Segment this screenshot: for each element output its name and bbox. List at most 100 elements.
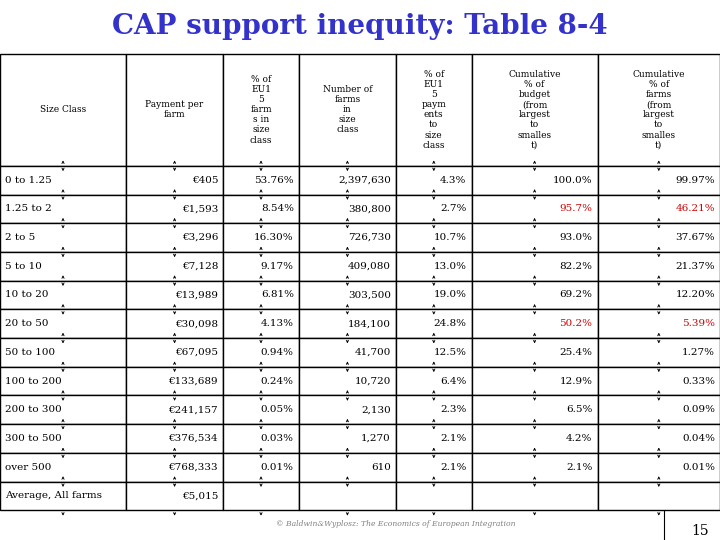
Text: 1.27%: 1.27%: [682, 348, 715, 357]
Bar: [126, 424, 223, 453]
Text: 300 to 500: 300 to 500: [5, 434, 62, 443]
Bar: [396, 252, 472, 281]
Text: 12.9%: 12.9%: [559, 376, 593, 386]
Text: 409,080: 409,080: [348, 262, 391, 271]
Text: 16.30%: 16.30%: [254, 233, 294, 242]
Text: 0.01%: 0.01%: [682, 463, 715, 472]
Text: €7,128: €7,128: [181, 262, 218, 271]
Text: over 500: over 500: [5, 463, 51, 472]
Bar: [126, 281, 223, 309]
Text: 726,730: 726,730: [348, 233, 391, 242]
Bar: [0, 482, 126, 510]
Text: 2,130: 2,130: [361, 406, 391, 414]
Bar: [126, 367, 223, 395]
Bar: [299, 453, 396, 482]
Bar: [0, 424, 126, 453]
Text: 24.8%: 24.8%: [433, 319, 467, 328]
Bar: [223, 194, 299, 223]
Text: 10 to 20: 10 to 20: [5, 291, 48, 300]
Text: % of
EU1
5
paym
ents
to
size
class: % of EU1 5 paym ents to size class: [421, 70, 446, 150]
Text: 2 to 5: 2 to 5: [5, 233, 35, 242]
Bar: [598, 424, 720, 453]
Text: 46.21%: 46.21%: [675, 204, 715, 213]
Text: 8.54%: 8.54%: [261, 204, 294, 213]
Bar: [598, 281, 720, 309]
Text: €405: €405: [192, 176, 218, 185]
Bar: [223, 482, 299, 510]
Text: 610: 610: [371, 463, 391, 472]
Bar: [472, 309, 598, 338]
Bar: [0, 309, 126, 338]
Text: Cumulative
% of
budget
(from
largest
to
smalles
t): Cumulative % of budget (from largest to …: [508, 70, 561, 150]
Text: 380,800: 380,800: [348, 204, 391, 213]
Text: 10.7%: 10.7%: [433, 233, 467, 242]
Bar: [0, 367, 126, 395]
Bar: [396, 166, 472, 194]
Text: 50 to 100: 50 to 100: [5, 348, 55, 357]
Bar: [396, 281, 472, 309]
Text: Cumulative
% of
farms
(from
largest
to
smalles
t): Cumulative % of farms (from largest to s…: [633, 70, 685, 150]
Text: % of
EU1
5
farm
s in
size
class: % of EU1 5 farm s in size class: [250, 75, 272, 145]
Text: 93.0%: 93.0%: [559, 233, 593, 242]
Bar: [472, 223, 598, 252]
Bar: [598, 338, 720, 367]
Bar: [223, 166, 299, 194]
Text: 53.76%: 53.76%: [254, 176, 294, 185]
Bar: [396, 453, 472, 482]
Bar: [126, 54, 223, 166]
Bar: [126, 252, 223, 281]
Text: 6.5%: 6.5%: [566, 406, 593, 414]
Text: 5 to 10: 5 to 10: [5, 262, 42, 271]
Bar: [396, 367, 472, 395]
Bar: [299, 252, 396, 281]
Text: 21.37%: 21.37%: [675, 262, 715, 271]
Bar: [0, 194, 126, 223]
Bar: [598, 395, 720, 424]
Text: Number of
farms
in
size
class: Number of farms in size class: [323, 85, 372, 134]
Bar: [126, 309, 223, 338]
Text: 95.7%: 95.7%: [559, 204, 593, 213]
Bar: [223, 395, 299, 424]
Bar: [598, 367, 720, 395]
Text: €30,098: €30,098: [175, 319, 218, 328]
Text: Average, All farms: Average, All farms: [5, 491, 102, 501]
Text: 13.0%: 13.0%: [433, 262, 467, 271]
Text: €5,015: €5,015: [181, 491, 218, 501]
Bar: [299, 338, 396, 367]
Text: 12.20%: 12.20%: [675, 291, 715, 300]
Bar: [598, 166, 720, 194]
Bar: [472, 166, 598, 194]
Text: €133,689: €133,689: [168, 376, 218, 386]
Text: €3,296: €3,296: [181, 233, 218, 242]
Bar: [126, 482, 223, 510]
Text: 0 to 1.25: 0 to 1.25: [5, 176, 52, 185]
Text: €768,333: €768,333: [168, 463, 218, 472]
Text: 0.01%: 0.01%: [261, 463, 294, 472]
Bar: [0, 252, 126, 281]
Text: 4.2%: 4.2%: [566, 434, 593, 443]
Text: €241,157: €241,157: [168, 406, 218, 414]
Bar: [396, 54, 472, 166]
Text: 0.09%: 0.09%: [682, 406, 715, 414]
Bar: [472, 252, 598, 281]
Text: 0.03%: 0.03%: [261, 434, 294, 443]
Bar: [0, 54, 126, 166]
Bar: [299, 309, 396, 338]
Bar: [299, 482, 396, 510]
Bar: [0, 223, 126, 252]
Bar: [396, 395, 472, 424]
Bar: [299, 281, 396, 309]
Text: €67,095: €67,095: [175, 348, 218, 357]
Text: 69.2%: 69.2%: [559, 291, 593, 300]
Bar: [396, 482, 472, 510]
Bar: [396, 338, 472, 367]
Text: © Baldwin&Wyplosz: The Economics of European Integration: © Baldwin&Wyplosz: The Economics of Euro…: [276, 519, 516, 528]
Text: 50.2%: 50.2%: [559, 319, 593, 328]
Text: 2.1%: 2.1%: [566, 463, 593, 472]
Bar: [126, 166, 223, 194]
Bar: [0, 395, 126, 424]
Text: Payment per
farm: Payment per farm: [145, 100, 204, 119]
Bar: [223, 367, 299, 395]
Bar: [472, 54, 598, 166]
Bar: [223, 453, 299, 482]
